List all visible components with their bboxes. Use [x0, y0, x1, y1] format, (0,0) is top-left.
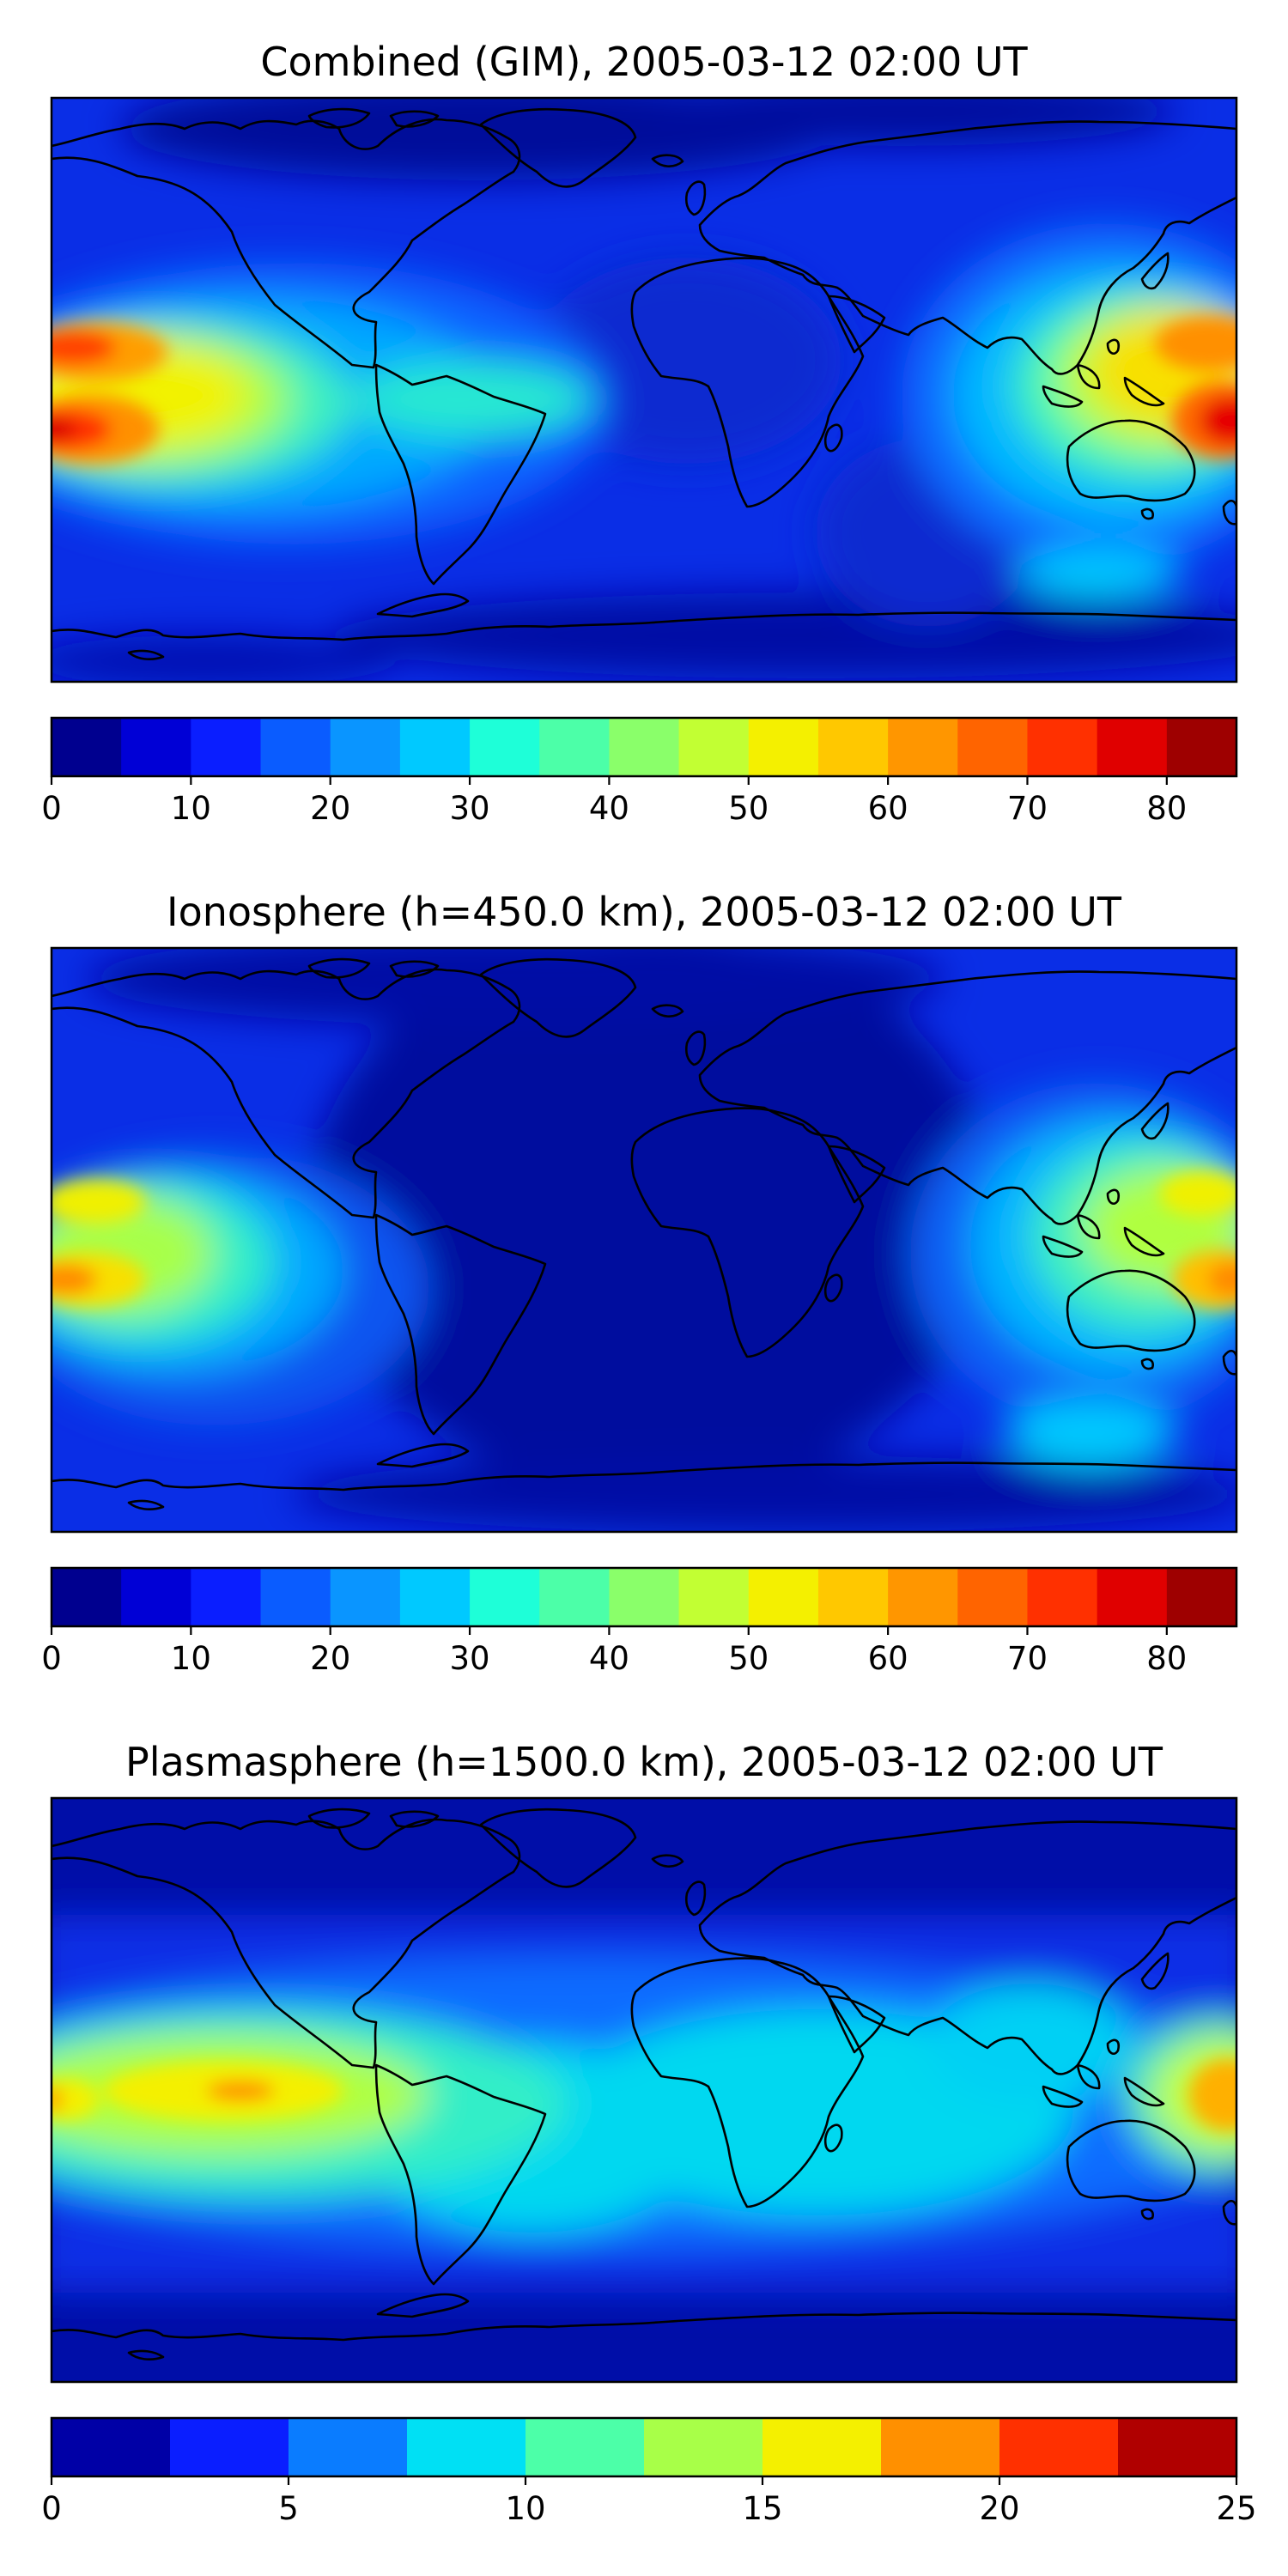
colorbar-tick-label: 60 — [868, 1640, 908, 1677]
colorbar-segment — [1118, 2418, 1237, 2476]
colorbar-segment — [121, 718, 191, 776]
colorbar-tick-label: 0 — [41, 790, 62, 827]
panel-title: Plasmasphere (h=1500.0 km), 2005-03-12 0… — [125, 1739, 1163, 1785]
colorbar-tick-label: 15 — [742, 2490, 782, 2527]
colorbar-tick-label: 20 — [310, 1640, 350, 1677]
colorbar-tick-label: 40 — [589, 790, 629, 827]
colorbar-segment — [644, 2418, 763, 2476]
colorbar-segment — [748, 1568, 819, 1626]
colorbar-tick-label: 10 — [171, 790, 211, 827]
colorbar-ticks: 0 10 20 30 40 50 60 70 80 — [41, 1626, 1187, 1677]
colorbar-ticks: 0 10 20 30 40 50 60 70 80 — [41, 776, 1187, 827]
colorbar-tick-label: 10 — [505, 2490, 545, 2527]
colorbar-segment — [539, 1568, 611, 1626]
colorbar-segment — [957, 1568, 1029, 1626]
tec-map-plasmasphere — [52, 1798, 1236, 2382]
panel-ionosphere: Ionosphere (h=450.0 km), 2005-03-12 02:0… — [41, 889, 1238, 1677]
colorbar-segment — [260, 718, 331, 776]
colorbar-segment — [678, 718, 750, 776]
colorbar-segment — [817, 1568, 889, 1626]
colorbar-segment — [399, 1568, 471, 1626]
tec-map-combined — [52, 98, 1236, 682]
colorbar-segment — [52, 1568, 122, 1626]
colorbar-frame — [50, 716, 1238, 778]
panel-title: Combined (GIM), 2005-03-12 02:00 UT — [260, 39, 1028, 85]
colorbar-segment — [330, 1568, 401, 1626]
colorbar-segment — [678, 1568, 750, 1626]
colorbar-tick-label: 80 — [1146, 790, 1187, 827]
colorbar-segment — [289, 2418, 408, 2476]
colorbar-tick-label: 30 — [450, 1640, 490, 1677]
panel-plasmasphere: Plasmasphere (h=1500.0 km), 2005-03-12 0… — [41, 1739, 1257, 2527]
colorbar-tick-label: 0 — [41, 1640, 62, 1677]
colorbar-segment — [1027, 718, 1098, 776]
map-frame — [50, 946, 1238, 1534]
colorbar-segment — [748, 718, 819, 776]
colorbar-combined — [52, 718, 1237, 776]
tec-map-ionosphere — [52, 948, 1236, 1532]
colorbar-ticks: 0 5 10 15 20 25 — [41, 2476, 1257, 2527]
colorbar-segment — [170, 2418, 289, 2476]
colorbar-segment — [470, 1568, 540, 1626]
colorbar-tick-label: 20 — [979, 2490, 1019, 2527]
colorbar-segment — [539, 718, 611, 776]
colorbar-tick-label: 30 — [450, 790, 490, 827]
colorbar-tick-label: 5 — [278, 2490, 299, 2527]
colorbar-segment — [399, 718, 471, 776]
colorbar-segment — [881, 2418, 1000, 2476]
colorbar-segment — [1166, 1568, 1237, 1626]
map-frame — [50, 1796, 1238, 2384]
colorbar-plasmasphere — [52, 2418, 1237, 2476]
colorbar-segment — [609, 1568, 680, 1626]
colorbar-segment — [52, 2418, 171, 2476]
colorbar-segment — [191, 718, 262, 776]
colorbar-segment — [330, 718, 401, 776]
colorbar-tick-label: 40 — [589, 1640, 629, 1677]
colorbar-tick-label: 0 — [41, 2490, 62, 2527]
colorbar-tick-label: 50 — [728, 1640, 769, 1677]
colorbar-segment — [609, 718, 680, 776]
colorbar-frame — [50, 2416, 1238, 2478]
colorbar-segment — [1097, 718, 1168, 776]
colorbar-tick-label: 70 — [1007, 1640, 1048, 1677]
colorbar-segment — [762, 2418, 882, 2476]
colorbar-frame — [50, 1566, 1238, 1628]
colorbar-tick-label: 20 — [310, 790, 350, 827]
colorbar-segment — [260, 1568, 331, 1626]
colorbar-segment — [888, 718, 958, 776]
colorbar-tick-label: 50 — [728, 790, 769, 827]
colorbar-segment — [52, 718, 122, 776]
colorbar-segment — [191, 1568, 262, 1626]
colorbar-segment — [888, 1568, 958, 1626]
colorbar-tick-label: 60 — [868, 790, 908, 827]
map-frame — [50, 96, 1238, 683]
colorbar-tick-label: 70 — [1007, 790, 1048, 827]
panel-combined: Combined (GIM), 2005-03-12 02:00 UT — [41, 39, 1238, 827]
colorbar-segment — [526, 2418, 645, 2476]
colorbar-tick-label: 80 — [1146, 1640, 1187, 1677]
colorbar-tick-label: 10 — [171, 1640, 211, 1677]
colorbar-segment — [1166, 718, 1237, 776]
colorbar-segment — [470, 718, 540, 776]
panel-title: Ionosphere (h=450.0 km), 2005-03-12 02:0… — [167, 889, 1122, 935]
colorbar-segment — [407, 2418, 526, 2476]
colorbar-segment — [1027, 1568, 1098, 1626]
colorbar-ionosphere — [52, 1568, 1237, 1626]
colorbar-segment — [999, 2418, 1119, 2476]
colorbar-segment — [1097, 1568, 1168, 1626]
colorbar-segment — [957, 718, 1029, 776]
colorbar-segment — [817, 718, 889, 776]
colorbar-segment — [121, 1568, 191, 1626]
colorbar-tick-label: 25 — [1216, 2490, 1256, 2527]
